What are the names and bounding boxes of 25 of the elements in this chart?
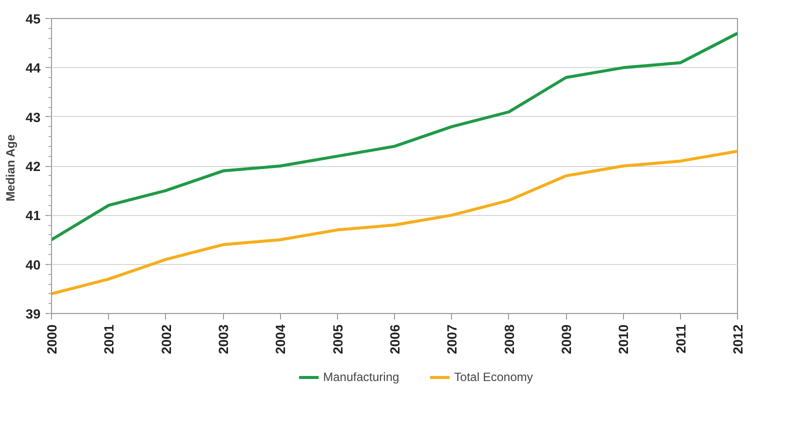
x-tick-label: 2008 bbox=[502, 324, 517, 354]
y-tick-label: 42 bbox=[26, 159, 41, 174]
x-tick-label: 2005 bbox=[330, 324, 346, 354]
line-series bbox=[52, 150, 738, 296]
legend-label: Total Economy bbox=[454, 370, 533, 384]
x-tick-label: 2011 bbox=[673, 324, 688, 354]
x-tick-label: 2009 bbox=[559, 324, 574, 354]
x-tick-label: 2006 bbox=[388, 324, 402, 354]
y-tick-label: 39 bbox=[26, 306, 41, 322]
x-tick-label: 2000 bbox=[44, 324, 60, 354]
legend-label: Manufacturing bbox=[323, 370, 400, 384]
y-axis-title: Median Age bbox=[4, 134, 18, 202]
x-tick-label: 2004 bbox=[273, 324, 288, 354]
y-tick-label: 45 bbox=[26, 12, 42, 26]
y-tick-label: 44 bbox=[26, 60, 42, 76]
x-tick-label: 2007 bbox=[444, 324, 460, 354]
line-series bbox=[52, 32, 738, 242]
y-tick-label: 43 bbox=[26, 110, 41, 125]
y-tick-label: 40 bbox=[26, 257, 41, 272]
x-tick-label: 2012 bbox=[730, 324, 746, 354]
x-tick-label: 2003 bbox=[216, 324, 231, 354]
x-tick-label: 2002 bbox=[158, 324, 174, 354]
x-tick-label: 2010 bbox=[616, 324, 632, 354]
x-tick-label: 2001 bbox=[102, 324, 117, 354]
y-tick-label: 41 bbox=[26, 208, 42, 224]
